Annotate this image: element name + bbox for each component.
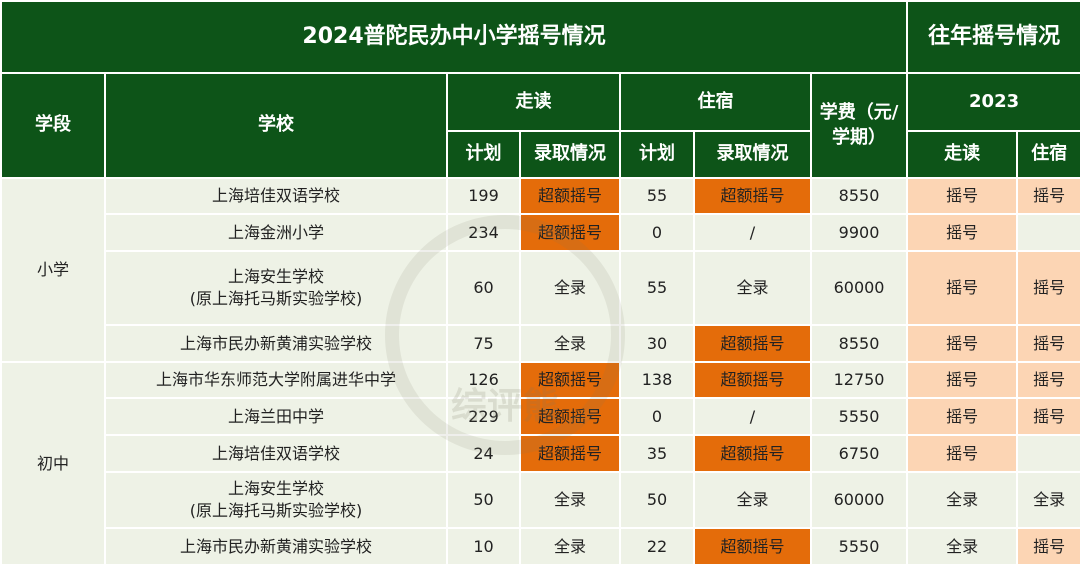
header-stage: 学段: [0, 72, 106, 179]
school-cell: 上海培佳双语学校: [104, 177, 448, 215]
header-board: 住宿: [619, 72, 812, 132]
table-row: 初中 上海市华东师范大学附属进华中学 126 超额摇号 138 超额摇号 12750 摇号 摇号: [0, 361, 1080, 566]
table-row: 上海安生学校 (原上海托马斯实验学校) 60 全录 55 全录 60000 摇号 摇号: [1, 250, 1080, 326]
day-status-cell: 全录: [519, 250, 621, 326]
fee-cell: 6750: [809, 434, 909, 473]
past-day-cell: 全录: [906, 527, 1019, 566]
stage-cell: 小学: [0, 177, 106, 363]
header-day: 走读: [446, 72, 621, 132]
school-cell: 上海安生学校 (原上海托马斯实验学校): [104, 250, 448, 326]
board-plan-cell: 22: [619, 527, 695, 566]
school-cell: 上海市华东师范大学附属进华中学: [104, 361, 448, 399]
day-status-cell: 超额摇号: [519, 177, 621, 215]
day-status-cell: 全录: [519, 471, 621, 529]
day-plan-cell: 75: [446, 324, 521, 363]
day-status-cell: 全录: [519, 324, 621, 363]
day-status-cell: 超额摇号: [519, 397, 621, 436]
past-day-cell: 摇号: [906, 434, 1019, 473]
past-title: 往年摇号情况: [906, 0, 1080, 74]
past-day-cell: 全录: [906, 471, 1019, 529]
board-status-cell: 超额摇号: [693, 434, 812, 473]
header-past-day: 走读: [906, 130, 1019, 179]
table-title: 2024普陀民办中小学摇号情况: [0, 0, 909, 74]
fee-cell: 8550: [809, 324, 909, 363]
day-status-cell: 超额摇号: [519, 361, 621, 399]
board-status-cell: 超额摇号: [693, 177, 812, 215]
board-status-cell: /: [693, 397, 812, 436]
day-status-cell: 超额摇号: [519, 434, 621, 473]
past-day-cell: 摇号: [906, 250, 1019, 326]
board-status-cell: 超额摇号: [693, 361, 812, 399]
past-day-cell: 摇号: [906, 177, 1019, 215]
fee-cell: 5550: [809, 397, 909, 436]
fee-cell: 8550: [809, 177, 909, 215]
day-plan-cell: 234: [446, 213, 521, 252]
past-board-cell: 摇号: [1016, 177, 1080, 215]
header-day-plan: 计划: [446, 130, 521, 179]
table-row: 上海市民办新黄浦实验学校 10 全录 22 超额摇号 5550 全录 摇号: [1, 527, 1080, 566]
table-row: 上海安生学校 (原上海托马斯实验学校) 50 全录 50 全录 60000 全录 全录: [1, 471, 1080, 529]
board-plan-cell: 50: [619, 471, 695, 529]
day-plan-cell: 10: [446, 527, 521, 566]
school-cell: 上海培佳双语学校: [104, 434, 448, 473]
fee-cell: 5550: [809, 527, 909, 566]
board-status-cell: /: [693, 213, 812, 252]
day-plan-cell: 24: [446, 434, 521, 473]
past-board-cell: [1016, 213, 1080, 252]
past-day-cell: 摇号: [906, 397, 1019, 436]
table-row: 上海金洲小学 234 超额摇号 0/9900 摇号: [1, 213, 1080, 252]
past-board-cell: 全录: [1016, 471, 1080, 529]
past-day-cell: 摇号: [906, 324, 1019, 363]
board-plan-cell: 0: [619, 213, 695, 252]
board-status-cell: 全录: [693, 250, 812, 326]
past-board-cell: 摇号: [1016, 527, 1080, 566]
board-status-cell: 全录: [693, 471, 812, 529]
school-cell: 上海市民办新黄浦实验学校: [104, 527, 448, 566]
past-board-cell: 摇号: [1016, 324, 1080, 363]
past-board-cell: 摇号: [1016, 250, 1080, 326]
school-cell: 上海安生学校 (原上海托马斯实验学校): [104, 471, 448, 529]
school-cell: 上海金洲小学: [104, 213, 448, 252]
board-plan-cell: 138: [619, 361, 695, 399]
header-board-plan: 计划: [619, 130, 695, 179]
past-board-cell: 摇号: [1016, 397, 1080, 436]
board-plan-cell: 55: [619, 250, 695, 326]
day-status-cell: 超额摇号: [519, 213, 621, 252]
board-plan-cell: 30: [619, 324, 695, 363]
day-plan-cell: 229: [446, 397, 521, 436]
table-row: 上海兰田中学 229 超额摇号 0/5550 摇号 摇号: [1, 397, 1080, 436]
school-cell: 上海市民办新黄浦实验学校: [104, 324, 448, 363]
day-status-cell: 全录: [519, 527, 621, 566]
header-past-board: 住宿: [1016, 130, 1080, 179]
header-school: 学校: [104, 72, 448, 179]
past-day-cell: 摇号: [906, 361, 1019, 399]
day-plan-cell: 126: [446, 361, 521, 399]
fee-cell: 12750: [809, 361, 909, 399]
day-plan-cell: 60: [446, 250, 521, 326]
past-day-cell: 摇号: [906, 213, 1019, 252]
header-year: 2023: [906, 72, 1080, 132]
header-fee: 学费（元/学期）: [809, 72, 909, 179]
table-row: 上海培佳双语学校 24 超额摇号 35 超额摇号 6750 摇号: [1, 434, 1080, 473]
day-plan-cell: 199: [446, 177, 521, 215]
fee-cell: 9900: [809, 213, 909, 252]
fee-cell: 60000: [809, 471, 909, 529]
board-plan-cell: 35: [619, 434, 695, 473]
day-plan-cell: 50: [446, 471, 521, 529]
board-plan-cell: 0: [619, 397, 695, 436]
fee-cell: 60000: [809, 250, 909, 326]
header-day-admission: 录取情况: [519, 130, 621, 179]
header-board-admission: 录取情况: [693, 130, 812, 179]
board-status-cell: 超额摇号: [693, 527, 812, 566]
table-row: 上海市民办新黄浦实验学校 75 全录 30 超额摇号 8550 摇号 摇号: [1, 324, 1080, 363]
board-status-cell: 超额摇号: [693, 324, 812, 363]
table-row: 小学 上海培佳双语学校 199 超额摇号 55 超额摇号 8550 摇号 摇号: [0, 177, 1080, 363]
board-plan-cell: 55: [619, 177, 695, 215]
past-board-cell: [1016, 434, 1080, 473]
school-cell: 上海兰田中学: [104, 397, 448, 436]
past-board-cell: 摇号: [1016, 361, 1080, 399]
stage-cell: 初中: [0, 361, 106, 566]
